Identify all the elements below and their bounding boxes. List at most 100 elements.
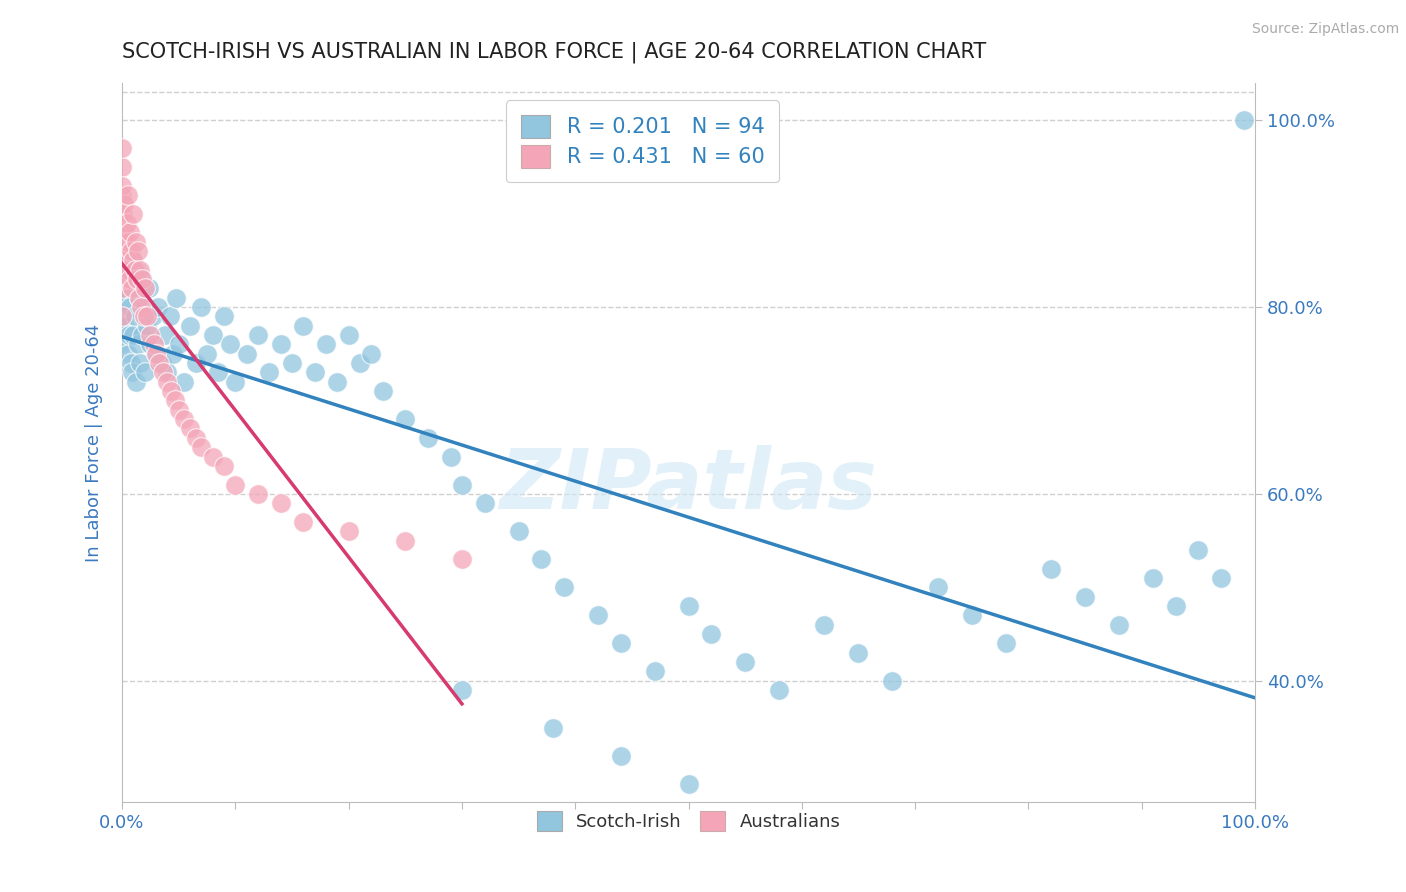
Point — [118, 272, 141, 286]
Point — [111, 310, 134, 324]
Point — [360, 347, 382, 361]
Point — [114, 225, 136, 239]
Point — [129, 356, 152, 370]
Point — [813, 617, 835, 632]
Point — [111, 281, 134, 295]
Point — [609, 636, 631, 650]
Point — [292, 318, 315, 333]
Point — [394, 412, 416, 426]
Point — [270, 496, 292, 510]
Point — [235, 347, 257, 361]
Point — [167, 337, 190, 351]
Point — [139, 337, 162, 351]
Point — [112, 197, 135, 211]
Text: SCOTCH-IRISH VS AUSTRALIAN IN LABOR FORCE | AGE 20-64 CORRELATION CHART: SCOTCH-IRISH VS AUSTRALIAN IN LABOR FORC… — [122, 42, 986, 63]
Point — [124, 262, 146, 277]
Point — [117, 272, 139, 286]
Point — [115, 216, 138, 230]
Point — [120, 244, 142, 258]
Point — [118, 328, 141, 343]
Point — [117, 187, 139, 202]
Point — [337, 524, 360, 539]
Point — [112, 244, 135, 258]
Point — [122, 253, 145, 268]
Point — [121, 366, 143, 380]
Point — [111, 187, 134, 202]
Point — [142, 310, 165, 324]
Point — [337, 328, 360, 343]
Point — [114, 318, 136, 333]
Point — [122, 206, 145, 220]
Point — [212, 458, 235, 473]
Point — [131, 272, 153, 286]
Point — [148, 356, 170, 370]
Point — [118, 300, 141, 314]
Point — [439, 450, 461, 464]
Point — [246, 487, 269, 501]
Point — [156, 366, 179, 380]
Point — [114, 272, 136, 286]
Point — [173, 412, 195, 426]
Point — [125, 262, 148, 277]
Point — [115, 253, 138, 268]
Point — [112, 262, 135, 277]
Point — [179, 421, 201, 435]
Point — [134, 281, 156, 295]
Point — [882, 673, 904, 688]
Point — [148, 300, 170, 314]
Point — [139, 328, 162, 343]
Point — [586, 608, 609, 623]
Point — [1233, 113, 1256, 128]
Point — [120, 244, 142, 258]
Point — [167, 402, 190, 417]
Point — [184, 356, 207, 370]
Point — [128, 291, 150, 305]
Point — [165, 393, 187, 408]
Point — [190, 440, 212, 454]
Point — [131, 272, 153, 286]
Point — [451, 552, 474, 566]
Point — [111, 253, 134, 268]
Point — [195, 347, 218, 361]
Point — [281, 356, 304, 370]
Point — [111, 235, 134, 249]
Point — [111, 281, 134, 295]
Point — [152, 366, 174, 380]
Point — [224, 375, 246, 389]
Point — [1074, 590, 1097, 604]
Point — [474, 496, 496, 510]
Point — [142, 337, 165, 351]
Point — [451, 683, 474, 698]
Point — [118, 262, 141, 277]
Point — [734, 655, 756, 669]
Point — [994, 636, 1017, 650]
Point — [678, 599, 700, 613]
Point — [115, 291, 138, 305]
Point — [153, 328, 176, 343]
Point — [112, 262, 135, 277]
Point — [131, 300, 153, 314]
Point — [218, 337, 240, 351]
Point — [700, 627, 723, 641]
Point — [111, 337, 134, 351]
Point — [212, 310, 235, 324]
Point — [134, 366, 156, 380]
Point — [184, 431, 207, 445]
Point — [530, 552, 553, 566]
Point — [120, 356, 142, 370]
Point — [201, 450, 224, 464]
Point — [127, 244, 149, 258]
Point — [121, 281, 143, 295]
Point — [768, 683, 790, 698]
Point — [304, 366, 326, 380]
Point — [128, 291, 150, 305]
Point — [112, 206, 135, 220]
Point — [1164, 599, 1187, 613]
Point — [190, 300, 212, 314]
Point — [644, 665, 666, 679]
Point — [259, 366, 281, 380]
Point — [129, 262, 152, 277]
Point — [111, 206, 134, 220]
Point — [159, 384, 181, 398]
Point — [111, 225, 134, 239]
